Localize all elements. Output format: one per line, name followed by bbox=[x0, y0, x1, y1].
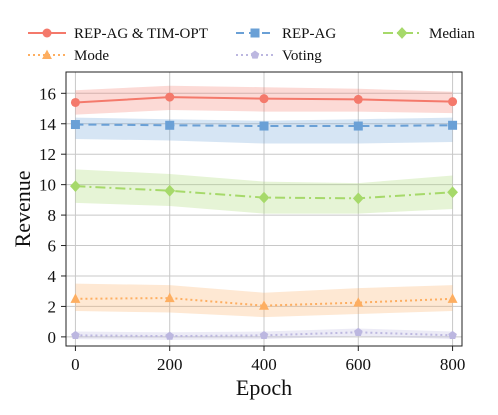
point-median bbox=[258, 191, 270, 204]
point-rep-ag-tim-opt bbox=[448, 97, 458, 107]
point-mode bbox=[447, 293, 458, 303]
series-markers bbox=[70, 92, 458, 340]
point-voting bbox=[71, 330, 80, 339]
point-median bbox=[447, 186, 458, 199]
x-tick-label: 0 bbox=[71, 355, 80, 374]
x-tick-label: 800 bbox=[440, 355, 466, 374]
legend-item-voting: Voting bbox=[236, 48, 322, 64]
legend-label: Median bbox=[429, 26, 475, 42]
x-tick-label: 200 bbox=[157, 355, 183, 374]
point-rep-ag bbox=[353, 121, 363, 131]
point-mode bbox=[259, 300, 269, 310]
y-tick-label: 14 bbox=[39, 115, 57, 134]
point-rep-ag bbox=[259, 121, 269, 131]
y-axis-label: Revenue bbox=[10, 171, 35, 248]
legend-item-rep-ag-tim-opt: REP-AG & TIM-OPT bbox=[28, 26, 208, 42]
point-voting bbox=[259, 330, 269, 339]
point-rep-ag bbox=[70, 120, 80, 130]
tick-labels: 0 200 400 600 800 0 2 4 6 8 10 12 14 16 bbox=[39, 84, 465, 374]
y-tick-label: 10 bbox=[39, 176, 56, 195]
y-tick-label: 6 bbox=[48, 237, 57, 256]
legend-label: Voting bbox=[282, 48, 322, 64]
y-tick-label: 12 bbox=[39, 145, 56, 164]
point-rep-ag-tim-opt bbox=[259, 94, 269, 104]
x-tick-label: 400 bbox=[251, 355, 277, 374]
y-tick-label: 8 bbox=[48, 206, 57, 225]
y-tick-label: 16 bbox=[39, 84, 56, 103]
y-tick-label: 0 bbox=[48, 328, 57, 347]
y-tick-label: 2 bbox=[48, 297, 57, 316]
y-tick-label: 4 bbox=[48, 267, 57, 286]
point-voting bbox=[448, 330, 457, 339]
legend-label: REP-AG bbox=[282, 26, 336, 42]
legend-item-mode: Mode bbox=[28, 48, 109, 64]
point-mode bbox=[353, 297, 364, 307]
point-mode bbox=[164, 292, 175, 303]
legend-marker bbox=[250, 28, 260, 38]
point-rep-ag-tim-opt bbox=[70, 97, 80, 107]
point-rep-ag bbox=[448, 120, 458, 130]
x-axis-label: Epoch bbox=[236, 375, 292, 400]
point-voting bbox=[354, 327, 363, 336]
x-tick-label: 600 bbox=[346, 355, 372, 374]
point-median bbox=[164, 184, 176, 197]
legend-item-median: Median bbox=[383, 26, 475, 42]
point-mode bbox=[70, 293, 81, 303]
point-rep-ag-tim-opt bbox=[165, 92, 175, 102]
point-voting bbox=[165, 331, 174, 340]
point-median bbox=[352, 192, 364, 205]
point-median bbox=[70, 180, 81, 193]
legend-marker bbox=[250, 50, 260, 59]
legend-label: Mode bbox=[74, 48, 109, 64]
legend-marker bbox=[42, 49, 52, 60]
point-rep-ag bbox=[165, 120, 175, 130]
legend-marker bbox=[42, 28, 52, 38]
point-rep-ag-tim-opt bbox=[353, 94, 363, 104]
legend: REP-AG & TIM-OPT REP-AG Median Mode Voting bbox=[28, 26, 475, 64]
legend-label: REP-AG & TIM-OPT bbox=[74, 26, 208, 42]
legend-marker bbox=[396, 27, 408, 39]
legend-item-rep-ag: REP-AG bbox=[236, 26, 336, 42]
